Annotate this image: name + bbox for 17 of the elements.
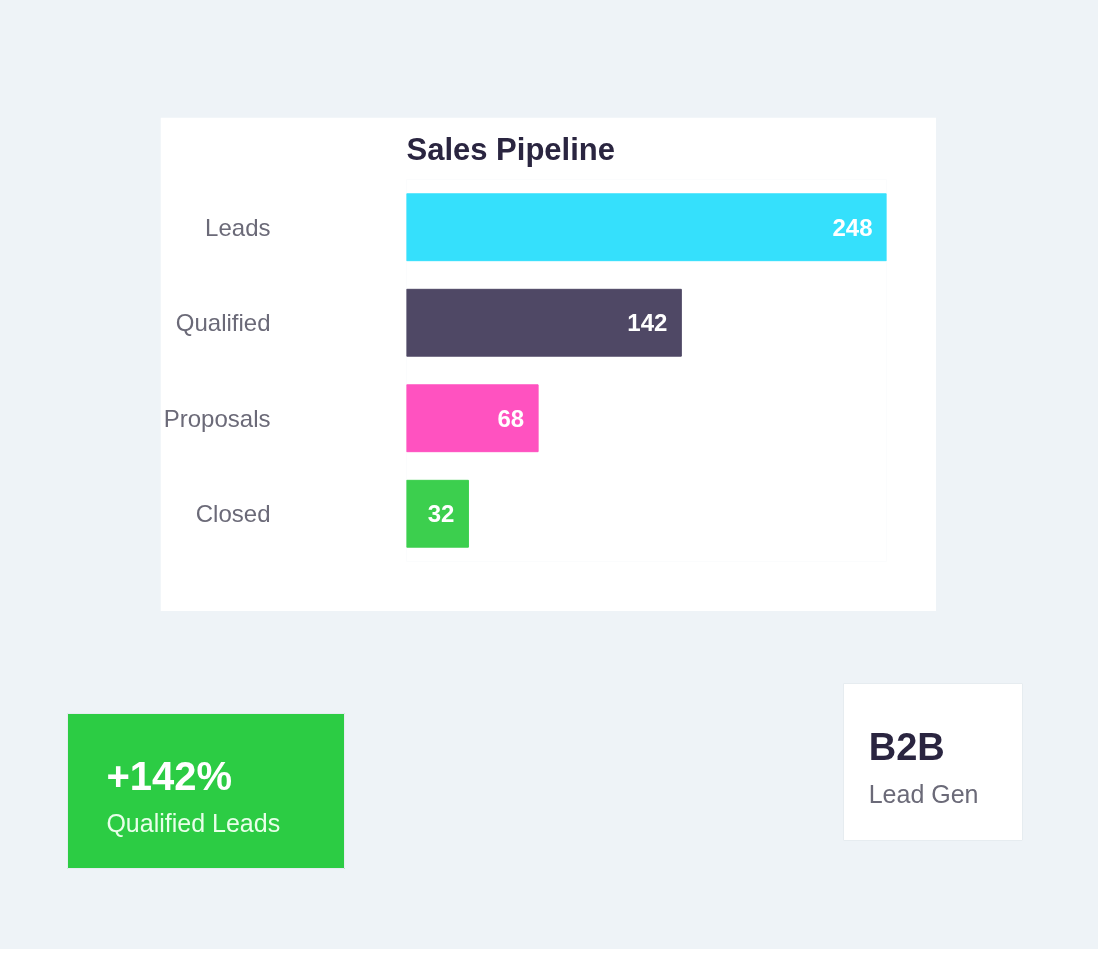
bar — [406, 288, 682, 357]
bar — [406, 193, 887, 262]
bar — [406, 384, 539, 453]
text: +142% — [106, 753, 233, 798]
bar — [406, 479, 469, 548]
data-label: 68 — [497, 404, 525, 432]
y-tick-label: Closed — [195, 500, 271, 528]
data-label: 142 — [627, 309, 668, 337]
data-label: 32 — [427, 500, 455, 528]
text: Qualified Leads — [106, 808, 281, 837]
y-tick-label: Leads — [205, 213, 271, 241]
chart-title: Sales Pipeline — [406, 132, 615, 167]
text: Lead Gen — [868, 780, 979, 809]
data-label: 248 — [832, 213, 873, 241]
y-tick-label: Qualified — [175, 309, 271, 337]
y-tick-label: Proposals — [163, 404, 271, 432]
text: B2B — [868, 725, 945, 768]
